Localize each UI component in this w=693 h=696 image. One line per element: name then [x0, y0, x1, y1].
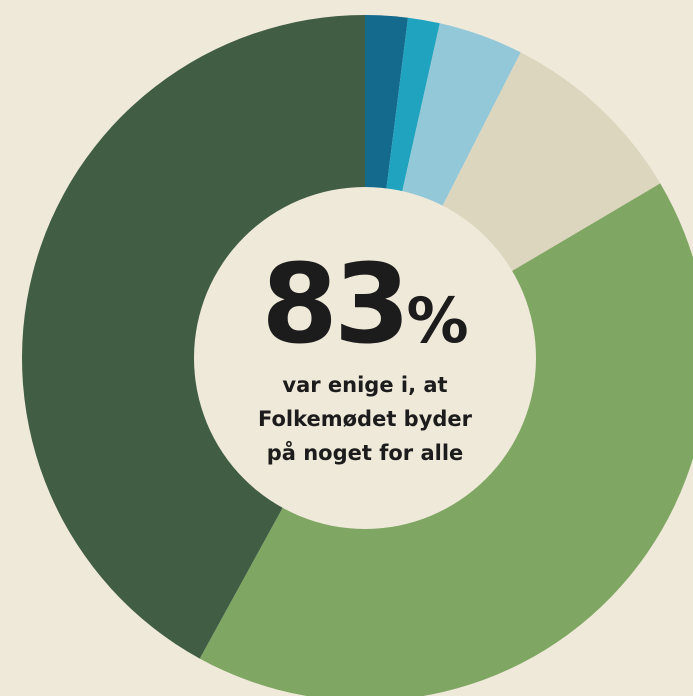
caption-line: på noget for alle — [267, 440, 464, 465]
center-number: 83 — [261, 240, 406, 368]
center-label: 83% — [261, 240, 468, 368]
caption-line: var enige i, at — [282, 373, 447, 397]
center-unit: % — [406, 284, 468, 357]
donut-hole — [194, 187, 536, 529]
caption-line: Folkemødet byder — [258, 407, 473, 431]
